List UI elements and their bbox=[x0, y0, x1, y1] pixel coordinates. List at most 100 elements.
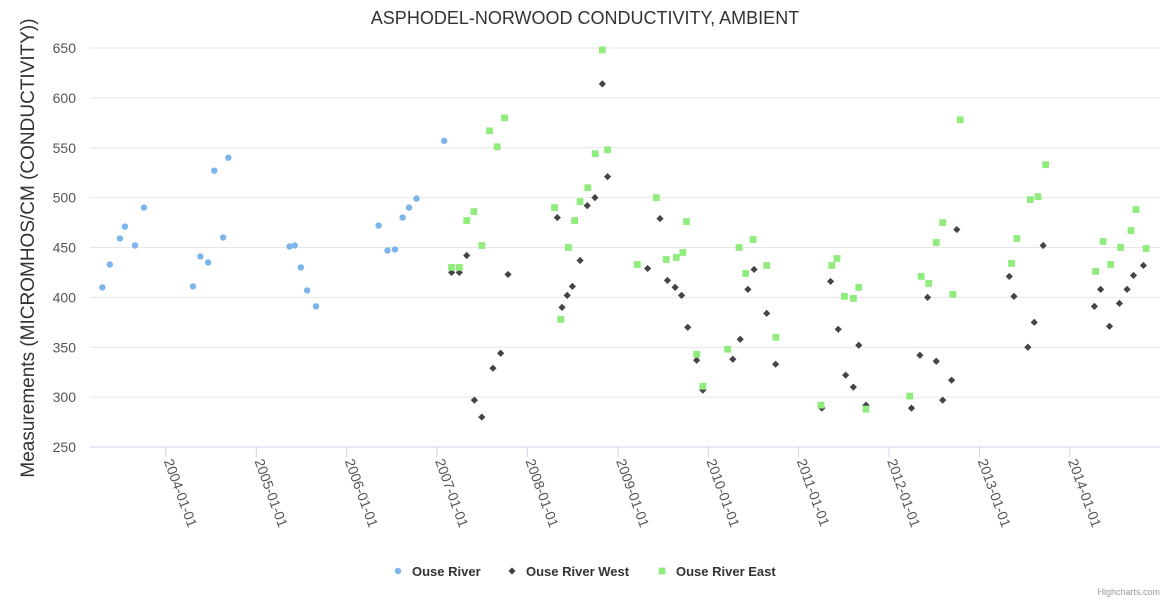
data-point bbox=[312, 303, 320, 310]
data-point bbox=[724, 345, 731, 353]
data-point bbox=[1090, 302, 1099, 310]
data-point bbox=[297, 264, 305, 271]
data-point bbox=[598, 80, 606, 88]
legend-label: Ouse River bbox=[412, 564, 481, 579]
chart-title: ASPHODEL-NORWOOD CONDUCTIVITY, AMBIENT bbox=[371, 8, 799, 28]
data-point bbox=[656, 214, 664, 223]
data-point bbox=[1030, 318, 1038, 326]
data-point bbox=[744, 285, 752, 293]
data-point bbox=[772, 360, 780, 368]
data-point bbox=[842, 371, 850, 379]
data-point bbox=[576, 256, 584, 265]
data-point bbox=[956, 116, 964, 124]
data-point bbox=[399, 214, 406, 221]
data-point bbox=[749, 236, 757, 243]
data-point bbox=[448, 264, 456, 271]
data-point bbox=[591, 194, 599, 202]
y-tick-label: 450 bbox=[53, 240, 77, 256]
x-axis bbox=[165, 447, 1071, 457]
data-point bbox=[463, 251, 471, 260]
data-point bbox=[906, 392, 914, 400]
data-point bbox=[497, 349, 505, 357]
data-point bbox=[1010, 292, 1018, 300]
data-point bbox=[384, 247, 391, 254]
data-point bbox=[478, 242, 486, 249]
data-point bbox=[189, 283, 197, 290]
y-gridlines bbox=[90, 47, 1160, 448]
data-point bbox=[1013, 235, 1021, 242]
data-point bbox=[1026, 196, 1034, 204]
data-point bbox=[949, 290, 957, 298]
data-point bbox=[677, 291, 686, 299]
data-point bbox=[917, 273, 925, 280]
data-point bbox=[1129, 271, 1138, 280]
data-point bbox=[598, 46, 606, 54]
data-point bbox=[1117, 244, 1125, 251]
data-point bbox=[1092, 268, 1100, 275]
legend-label: Ouse River West bbox=[526, 564, 630, 579]
data-point bbox=[1139, 261, 1148, 270]
data-point bbox=[565, 244, 572, 251]
data-point bbox=[947, 376, 956, 384]
data-point bbox=[1042, 161, 1050, 169]
data-point bbox=[679, 249, 687, 256]
data-point bbox=[855, 341, 863, 349]
data-point bbox=[576, 198, 584, 206]
legend[interactable]: Ouse River Ouse River West Ouse River East bbox=[394, 564, 777, 579]
data-point bbox=[583, 202, 591, 210]
data-point bbox=[742, 270, 750, 277]
data-point bbox=[907, 404, 916, 412]
data-point bbox=[211, 167, 218, 174]
data-point bbox=[486, 127, 493, 135]
y-tick-label: 550 bbox=[53, 140, 77, 156]
data-point bbox=[693, 350, 701, 358]
data-point bbox=[568, 282, 577, 291]
data-point bbox=[834, 325, 842, 333]
data-point bbox=[633, 261, 641, 268]
y-tick-label: 300 bbox=[53, 389, 77, 405]
legend-item-ouse-river-west[interactable]: Ouse River West bbox=[508, 564, 630, 579]
data-point bbox=[916, 351, 924, 359]
data-point bbox=[923, 293, 932, 301]
y-tick-label: 600 bbox=[53, 90, 77, 106]
data-point bbox=[563, 291, 571, 299]
data-point bbox=[939, 396, 947, 404]
data-point bbox=[729, 355, 737, 363]
data-point bbox=[1142, 245, 1150, 252]
data-point bbox=[391, 246, 399, 253]
data-point bbox=[1024, 343, 1032, 351]
data-point bbox=[828, 262, 836, 269]
y-tick-label: 400 bbox=[53, 289, 77, 305]
data-point bbox=[571, 217, 579, 224]
data-point bbox=[763, 309, 771, 317]
data-point bbox=[841, 292, 848, 300]
legend-item-ouse-river-east[interactable]: Ouse River East bbox=[658, 564, 777, 579]
data-point bbox=[470, 396, 478, 404]
data-point bbox=[644, 264, 652, 273]
legend-item-ouse-river[interactable]: Ouse River bbox=[394, 564, 481, 579]
legend-marker bbox=[658, 567, 666, 575]
data-point bbox=[116, 235, 124, 242]
data-point bbox=[504, 270, 512, 279]
data-point bbox=[939, 219, 947, 226]
data-point bbox=[671, 283, 679, 291]
data-point bbox=[501, 114, 508, 122]
data-point bbox=[663, 276, 672, 285]
legend-label: Ouse River East bbox=[676, 564, 776, 579]
data-point bbox=[683, 218, 690, 225]
data-point bbox=[455, 264, 463, 271]
data-point bbox=[817, 401, 825, 409]
data-point bbox=[1123, 285, 1131, 293]
credits-link[interactable]: Highcharts.com bbox=[1097, 587, 1160, 597]
data-point bbox=[1039, 241, 1047, 250]
data-point bbox=[219, 234, 227, 241]
data-point bbox=[1034, 193, 1042, 201]
legend-marker bbox=[508, 567, 516, 575]
data-point bbox=[826, 277, 835, 286]
data-point bbox=[551, 204, 558, 211]
data-point bbox=[463, 217, 471, 224]
data-point bbox=[99, 284, 106, 291]
data-point bbox=[953, 225, 961, 234]
